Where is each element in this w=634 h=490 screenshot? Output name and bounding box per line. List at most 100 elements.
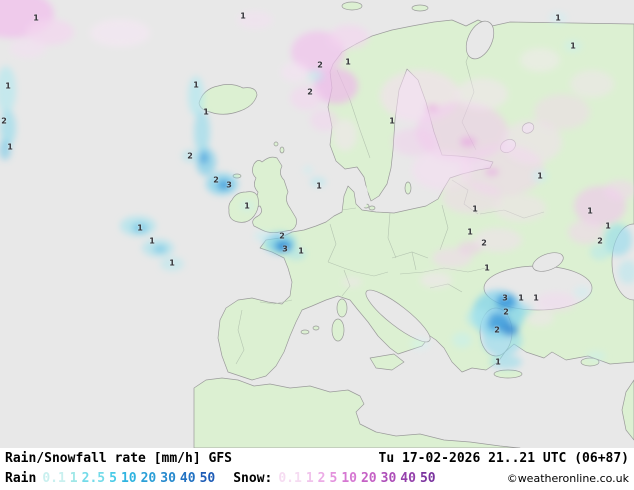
rain-scale: 0.1 1 2.5 5 10 20 30 40 50	[42, 469, 219, 489]
precip-cell	[590, 244, 610, 260]
precip-cell	[466, 308, 490, 328]
rain-label: Rain	[5, 471, 37, 486]
island-orkney	[273, 141, 279, 147]
scale-value: 20	[360, 471, 377, 486]
island-gotland	[404, 181, 412, 195]
precip-cell	[570, 70, 614, 98]
precip-cell	[485, 168, 499, 176]
scale-value: 20	[140, 471, 157, 486]
precip-cell	[442, 182, 502, 214]
precip-cell	[426, 104, 438, 112]
precip-cell	[194, 110, 210, 154]
legend-title-row: Rain/Snowfall rate [mm/h] GFS Tu 17-02-2…	[5, 449, 629, 469]
scale-value: 40	[400, 471, 416, 486]
coastline-levant	[621, 379, 634, 441]
precip-cell	[586, 351, 606, 361]
precip-cell	[0, 140, 11, 160]
precip-cell	[0, 66, 16, 114]
precip-cell	[314, 68, 358, 104]
precip-cell	[474, 228, 522, 252]
precip-cell	[310, 177, 326, 187]
legend-bar: Rain/Snowfall rate [mm/h] GFS Tu 17-02-2…	[0, 448, 634, 490]
coastline-iceland	[198, 84, 258, 115]
precip-cell	[549, 12, 567, 24]
precip-cell	[132, 223, 148, 233]
copyright: ©weatheronline.co.uk	[506, 472, 629, 485]
scale-value: 10	[120, 471, 137, 486]
precip-cell	[412, 150, 472, 190]
coastline-britain	[252, 156, 297, 234]
precip-cell	[564, 40, 582, 52]
legend-scales: Rain 0.1 1 2.5 5 10 20 30 40 50 Snow: 0.1 1 2 5 10 20…	[5, 469, 440, 489]
island-menorca	[312, 325, 320, 331]
precip-cell	[182, 150, 198, 162]
island-corsica	[336, 298, 348, 318]
precip-cell	[254, 231, 270, 241]
island-arctic-1	[341, 1, 363, 11]
scale-value: 10	[341, 471, 357, 486]
precip-cell	[308, 70, 324, 82]
precip-cell	[574, 286, 590, 298]
precip-cell	[460, 137, 476, 147]
rain-layer	[0, 12, 634, 369]
precip-cell	[286, 248, 306, 260]
island-funen	[368, 205, 376, 211]
coastline-north-africa	[193, 377, 521, 448]
precip-cell	[217, 180, 231, 190]
precip-cell	[290, 86, 322, 110]
precip-cell	[516, 304, 532, 316]
precip-cell	[188, 76, 204, 116]
precip-cell	[0, 110, 16, 146]
precip-cell	[534, 94, 590, 130]
scale-value: 5	[109, 471, 117, 486]
snow-label: Snow:	[233, 471, 273, 486]
island-arctic-2	[411, 4, 429, 12]
precip-cell	[392, 128, 436, 156]
scale-value: 50	[419, 471, 436, 486]
precip-cell	[410, 338, 430, 350]
map-datetime: Tu 17-02-2026 21..21 UTC (06+87)	[378, 451, 629, 466]
legend-scale-row: Rain 0.1 1 2.5 5 10 20 30 40 50 Snow: 0.1 1 2 5 10 20…	[5, 469, 629, 489]
adriatic-sea	[365, 289, 431, 343]
precip-cell	[280, 244, 288, 250]
precip-cell	[604, 180, 634, 200]
snow-layer	[0, 0, 634, 326]
scale-value: 1	[305, 471, 314, 486]
island-sardinia	[331, 318, 345, 342]
precip-cell	[240, 201, 254, 211]
precip-cell	[456, 78, 508, 110]
precip-cell	[10, 38, 46, 58]
precip-cell	[342, 277, 362, 287]
precip-cell	[90, 19, 150, 47]
precip-cell	[496, 294, 516, 310]
kattegat-strait	[358, 184, 368, 208]
precip-cell	[26, 19, 74, 45]
sea-of-azov	[532, 252, 564, 272]
precip-cell	[303, 166, 313, 174]
precip-cell	[452, 332, 472, 348]
precip-cell	[520, 48, 560, 72]
europe-map-graphic	[0, 0, 634, 448]
precip-cell	[310, 109, 338, 131]
precip-cell	[160, 257, 184, 271]
scale-value: 1	[69, 471, 78, 486]
precip-cell	[526, 310, 554, 326]
precip-cell	[536, 292, 576, 312]
scale-value: 30	[160, 471, 176, 486]
precip-cell	[200, 152, 208, 164]
precip-cell	[568, 220, 604, 244]
precip-cell	[494, 194, 546, 222]
snow-scale: 0.1 1 2 5 10 20 30 40 50	[278, 469, 439, 489]
precip-cell	[502, 324, 518, 336]
precip-cell	[153, 245, 167, 253]
precip-cell	[604, 224, 632, 256]
precip-cell	[502, 120, 562, 164]
precip-cell	[281, 62, 309, 82]
scale-value: 0.1	[278, 471, 302, 486]
scale-value: 30	[380, 471, 397, 486]
scale-value: 5	[329, 471, 338, 486]
coastline-sicily	[369, 353, 405, 371]
precip-cell	[329, 25, 369, 49]
